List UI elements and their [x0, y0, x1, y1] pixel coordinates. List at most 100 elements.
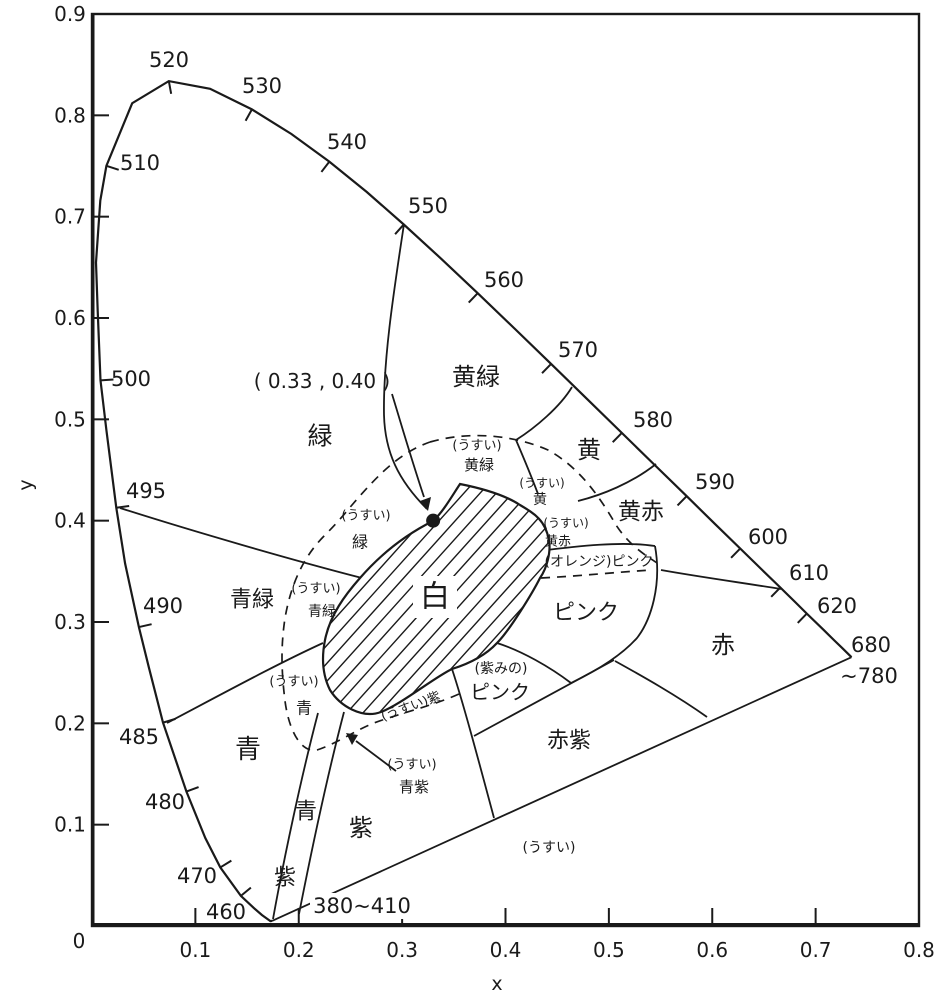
region-label: 白	[420, 580, 450, 615]
x-tick-label: 0.5	[593, 938, 625, 962]
label-halo	[413, 576, 457, 618]
region-label: 青	[295, 800, 317, 825]
y-tick-label: 0.1	[54, 813, 86, 837]
x-tick-label: 0.8	[903, 938, 935, 962]
wavelength-label: 590	[695, 470, 735, 494]
plot-frame: 0.1 0.2 0.3 0.4 0.5 0.6 0.7 0.8 0.1 0.2 0.3 0.4 0.5 0…	[15, 2, 935, 994]
purple-boundary-line	[271, 656, 852, 922]
region-label: (うすい)	[387, 758, 436, 773]
region-label: 黄赤	[618, 499, 664, 525]
wavelength-tick	[162, 717, 176, 724]
region-label: (うすい)	[543, 516, 588, 530]
marked-point-arrowhead	[420, 497, 431, 511]
region-label: 赤	[711, 631, 735, 659]
usui-aomurasaki-arrow	[355, 740, 397, 772]
wavelength-label: 580	[633, 408, 673, 432]
region-label: 黄	[533, 491, 547, 508]
wavelength-tick	[116, 505, 130, 509]
region-boundary	[577, 463, 657, 502]
marked-point-coordinates-label: ( 0.33 , 0.40 )	[254, 369, 390, 393]
hatch-line	[330, 484, 550, 714]
y-tick-label: 0.9	[54, 2, 86, 26]
wavelength-tick	[106, 164, 120, 171]
region-label: 黄赤	[545, 535, 571, 550]
y-tick-label: 0.4	[54, 509, 86, 533]
x-axis-title: x	[491, 973, 502, 994]
wavelength-label: 610	[789, 561, 829, 585]
wavelength-label: 550	[408, 194, 448, 218]
hatch-line	[322, 484, 550, 714]
wavelength-tick	[138, 623, 152, 629]
wavelength-label: 510	[120, 151, 160, 175]
y-tick-label: 0.2	[54, 711, 86, 735]
region-label: ピンク	[470, 680, 530, 704]
plot-border	[90, 12, 921, 928]
x-tick-label: 0.6	[696, 938, 728, 962]
region-label: (オレンジ)ピンク	[545, 554, 654, 570]
wavelength-tick	[100, 378, 114, 382]
region-boundary	[496, 642, 572, 684]
y-tick-label: 0.7	[54, 205, 86, 229]
region-boundary	[298, 711, 345, 915]
marked-point-and-arrows	[346, 393, 441, 772]
wavelength-label: 560	[484, 268, 524, 292]
wavelength-label: 570	[558, 338, 598, 362]
x-tick-label: 0.1	[179, 938, 211, 962]
region-label: 紫	[349, 814, 373, 842]
hatch-line	[322, 484, 546, 714]
marked-point-dot	[426, 513, 441, 528]
wavelength-label: 480	[145, 790, 185, 814]
region-boundary	[119, 507, 363, 579]
wavelength-tick	[676, 495, 688, 507]
region-label: (うすい)	[341, 509, 390, 524]
hatch-line	[322, 484, 550, 714]
wavelength-label: 530	[242, 74, 282, 98]
region-label: 青紫	[399, 778, 429, 796]
pale-boundary-dashed	[540, 569, 653, 579]
region-boundary	[614, 660, 708, 718]
color-region-boundaries	[119, 223, 782, 920]
wavelength-label: 520	[149, 48, 189, 72]
marked-point-arrow	[391, 393, 425, 498]
usui-aomurasaki-arrowhead	[346, 733, 358, 745]
region-boundary	[515, 386, 573, 441]
origin-label: 0	[73, 929, 86, 953]
wavelength-tick	[797, 612, 808, 624]
y-axis-title: y	[15, 479, 37, 490]
region-label: ピンク	[553, 601, 619, 626]
region-label: 紫	[274, 866, 296, 891]
wavelength-label: 470	[177, 864, 217, 888]
x-tick-label: 0.7	[800, 938, 832, 962]
region-label: 青緑	[230, 588, 274, 613]
wavelength-tick	[394, 223, 405, 235]
wavelength-label: 620	[817, 594, 857, 618]
wavelength-label: ~780	[840, 664, 898, 688]
wavelength-label: 600	[748, 525, 788, 549]
y-tick-label: 0.6	[54, 306, 86, 330]
region-label: (うすい)	[291, 582, 340, 597]
region-boundary	[166, 642, 324, 724]
x-tick-label: 0.4	[490, 938, 522, 962]
pale-boundary-dashed	[281, 441, 460, 751]
wavelength-tick	[730, 547, 741, 559]
spectral-locus	[94, 79, 853, 923]
region-label: 青	[235, 735, 261, 765]
region-label: (うすい)	[519, 476, 564, 490]
wavelength-tick	[770, 586, 781, 598]
region-label: 緑	[307, 422, 332, 451]
y-tick-label: 0.8	[54, 103, 86, 127]
x-tick-label: 0.3	[386, 938, 418, 962]
wavelength-tick	[219, 859, 232, 869]
region-label: (うすい)	[452, 439, 501, 454]
hatch-line	[322, 484, 550, 714]
wavelength-tick	[244, 108, 253, 122]
region-label: 青緑	[308, 604, 336, 620]
region-label: 黄緑	[452, 363, 500, 391]
wavelength-tick	[186, 786, 199, 793]
region-boundary	[538, 543, 656, 552]
wavelength-tick	[320, 161, 331, 173]
y-tick-label: 0.3	[54, 610, 86, 634]
wavelength-label: 540	[327, 130, 367, 154]
